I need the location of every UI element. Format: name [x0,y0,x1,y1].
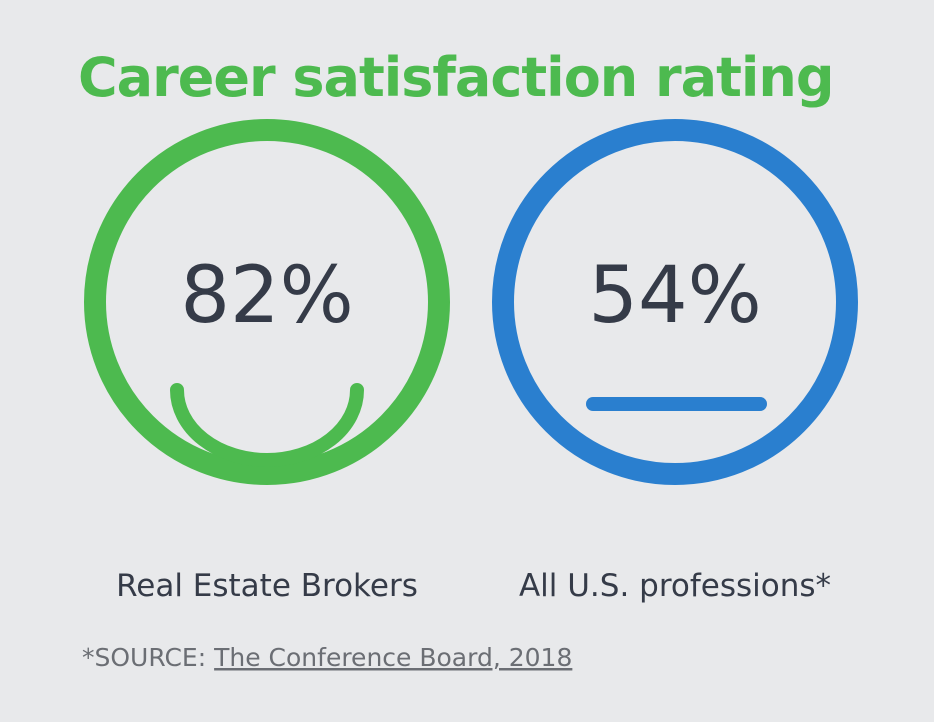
item-label: All U.S. professions* [519,568,831,604]
source: *SOURCE: The Conference Board, 2018 [82,643,572,672]
source-prefix: *SOURCE: [82,643,206,672]
percent: 54% [588,251,761,341]
neutral-face [492,119,858,485]
source-link[interactable]: The Conference Board, 2018 [213,643,572,672]
title: Career satisfaction rating [78,46,834,109]
smiley-face [84,119,450,485]
item-label: Real Estate Brokers [116,568,418,604]
percent: 82% [180,251,353,341]
smile [170,383,364,467]
